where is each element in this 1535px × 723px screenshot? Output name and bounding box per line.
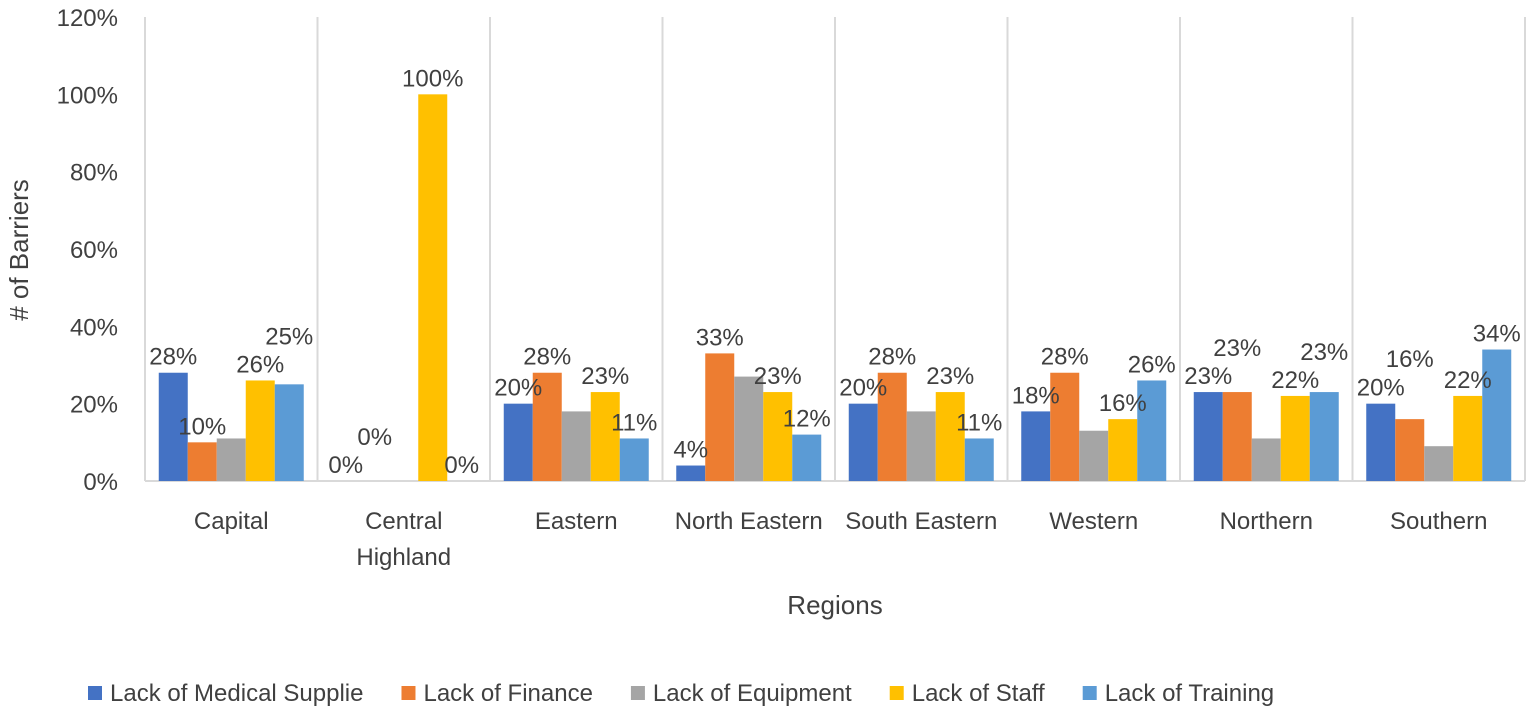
data-label: 4% — [673, 437, 708, 464]
bar — [848, 403, 878, 481]
y-tick-label: 80% — [70, 160, 118, 187]
y-tick-label: 20% — [70, 392, 118, 419]
bar — [1108, 419, 1138, 481]
legend-label: Lack of Staff — [912, 680, 1045, 707]
bar — [877, 372, 907, 481]
data-label: 16% — [1386, 346, 1434, 373]
data-label: 22% — [1444, 367, 1492, 394]
data-label: 10% — [178, 413, 226, 440]
bar — [1222, 392, 1252, 481]
data-label: 23% — [1213, 335, 1261, 362]
legend-label: Lack of Finance — [423, 680, 592, 707]
x-tick-label: Northern — [1220, 508, 1313, 535]
bar — [1366, 403, 1396, 481]
bar — [418, 94, 448, 481]
y-tick-label: 100% — [57, 82, 118, 109]
data-label: 33% — [696, 324, 744, 351]
data-label: 11% — [956, 409, 1002, 436]
bar — [1309, 392, 1339, 481]
x-axis-title: Regions — [787, 590, 882, 620]
x-tick-label: Highland — [356, 544, 451, 571]
data-label: 0% — [328, 452, 363, 479]
bar — [734, 376, 764, 481]
data-label: 11% — [611, 409, 657, 436]
bar — [187, 442, 217, 481]
legend-label: Lack of Medical Supplie — [110, 680, 363, 707]
bar — [1482, 349, 1512, 481]
x-tick-label: South Eastern — [845, 508, 997, 535]
data-label: 23% — [1300, 339, 1348, 366]
data-label: 25% — [265, 323, 313, 350]
bar — [1079, 430, 1109, 481]
data-label: 18% — [1012, 382, 1060, 409]
bar — [705, 353, 735, 481]
y-tick-label: 40% — [70, 314, 118, 341]
x-tick-label: Western — [1049, 508, 1138, 535]
bar — [503, 403, 533, 481]
bar — [245, 380, 275, 481]
data-label: 0% — [357, 424, 392, 451]
bar — [158, 372, 188, 481]
bar — [763, 392, 793, 481]
data-label: 100% — [402, 65, 463, 92]
data-label: 12% — [783, 406, 831, 433]
bar — [792, 434, 822, 481]
data-label: 23% — [1184, 363, 1232, 390]
data-label: 16% — [1099, 390, 1147, 417]
data-label: 26% — [1128, 351, 1176, 378]
bar — [1193, 392, 1223, 481]
bar — [216, 438, 246, 481]
x-tick-label: Capital — [194, 508, 269, 535]
y-tick-label: 120% — [57, 5, 118, 32]
bar — [935, 392, 965, 481]
data-label: 0% — [444, 452, 479, 479]
y-tick-label: 0% — [83, 469, 118, 496]
legend-swatch — [889, 686, 904, 700]
legend-label: Lack of Equipment — [653, 680, 852, 707]
legend-swatch — [88, 686, 102, 700]
bar — [1453, 395, 1483, 481]
data-label: 20% — [1357, 375, 1405, 402]
x-tick-label: Eastern — [535, 508, 618, 535]
bar — [906, 411, 936, 481]
y-tick-label: 60% — [70, 237, 118, 264]
data-label: 23% — [754, 363, 802, 390]
data-label: 26% — [236, 351, 284, 378]
bar — [964, 438, 994, 481]
y-axis-title: # of Barriers — [4, 179, 34, 321]
data-label: 28% — [1041, 344, 1089, 371]
x-tick-label: Southern — [1390, 508, 1487, 535]
bar — [1280, 395, 1310, 481]
data-label: 20% — [494, 375, 542, 402]
legend-swatch — [1082, 686, 1097, 700]
bar — [676, 465, 706, 481]
legend: Lack of Medical Supplie Lack of Finance La… — [88, 680, 1274, 707]
data-label: 23% — [926, 363, 974, 390]
bar — [1050, 372, 1080, 481]
legend-swatch — [630, 686, 645, 700]
x-tick-label: North Eastern — [675, 508, 823, 535]
legend-swatch — [401, 686, 416, 700]
legend-label: Lack of Training — [1105, 680, 1274, 707]
data-label: 28% — [868, 344, 916, 371]
bar — [532, 372, 562, 481]
bar — [1251, 438, 1281, 481]
bar — [1424, 446, 1454, 481]
x-tick-label: Central — [365, 508, 442, 535]
bar — [274, 384, 304, 481]
data-label: 22% — [1271, 367, 1319, 394]
bar — [619, 438, 649, 481]
bar — [1395, 419, 1425, 481]
data-label: 28% — [523, 344, 571, 371]
bar — [590, 392, 620, 481]
bar — [561, 411, 591, 481]
data-label: 23% — [581, 363, 629, 390]
data-label: 28% — [149, 344, 197, 371]
bar — [1137, 380, 1167, 481]
data-label: 34% — [1473, 321, 1521, 348]
data-label: 20% — [839, 375, 887, 402]
bar — [1021, 411, 1051, 481]
